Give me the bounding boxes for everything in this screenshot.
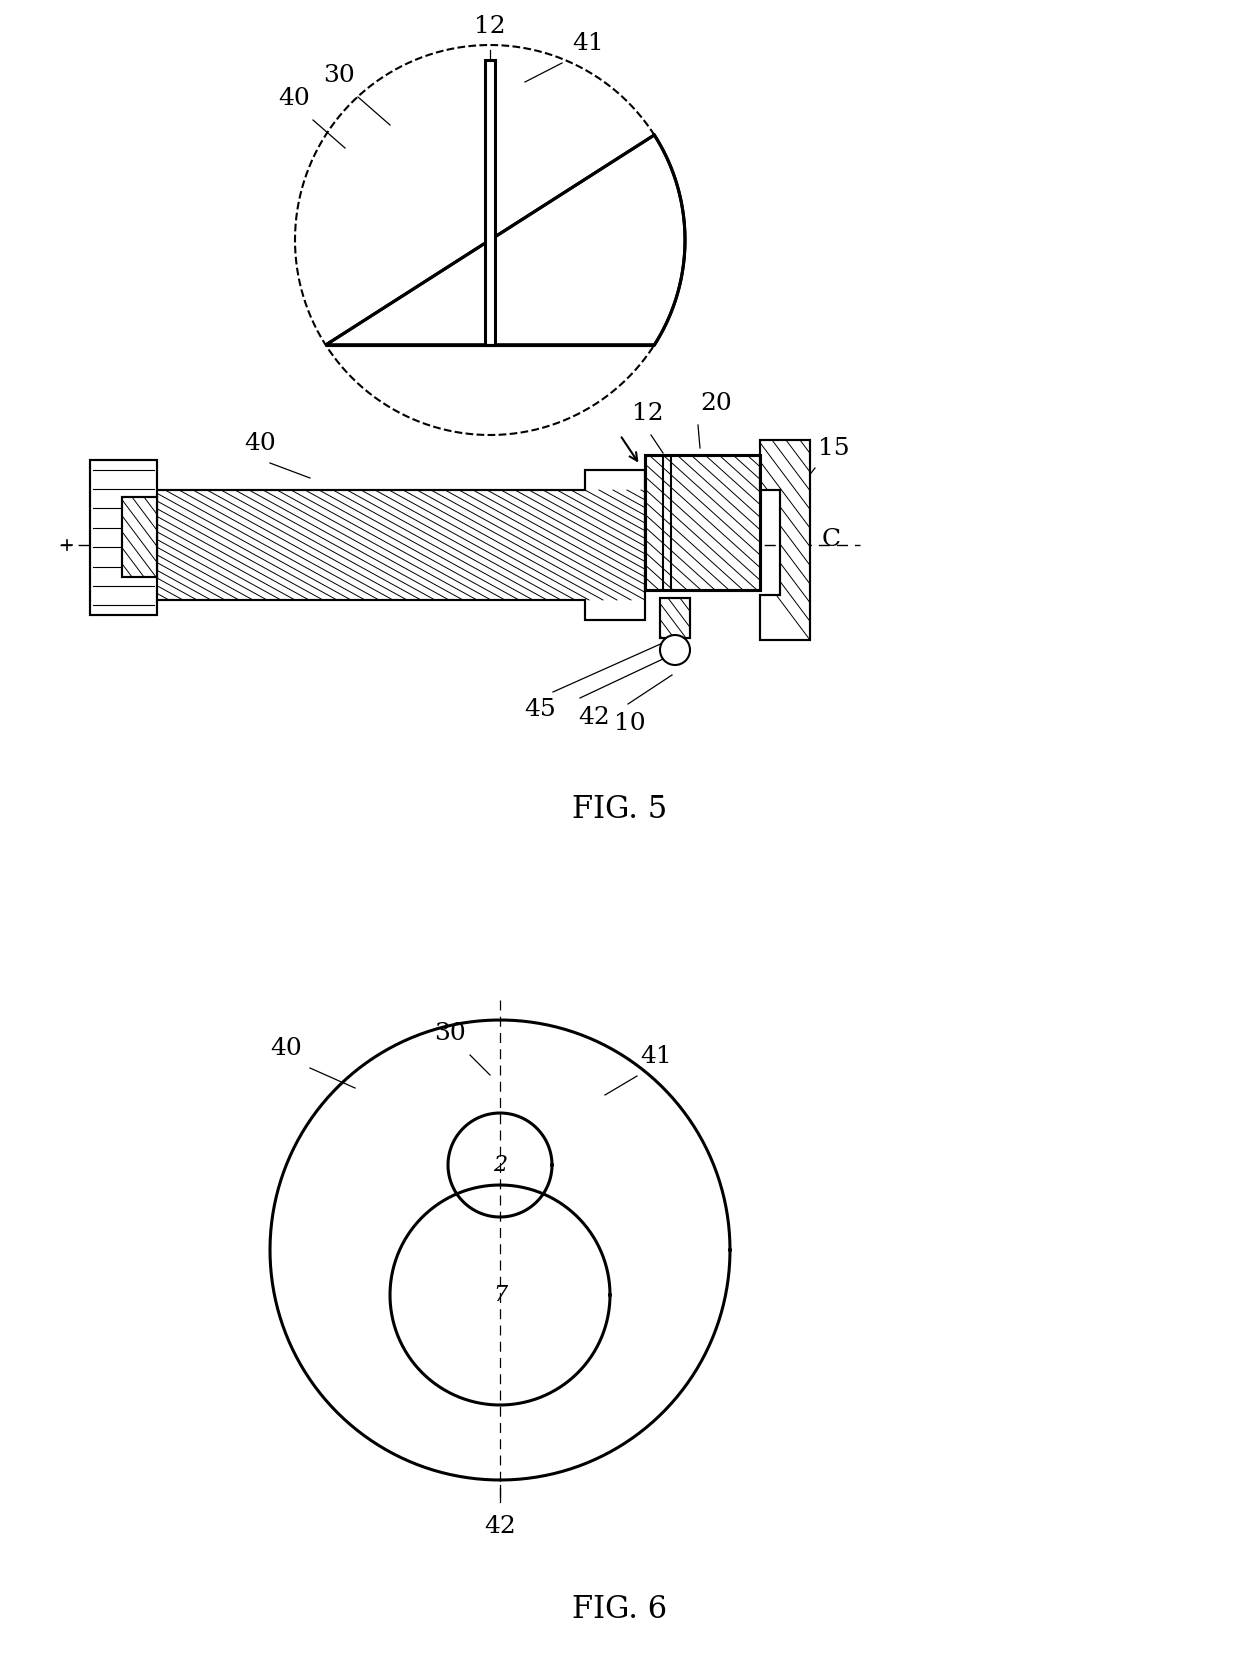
Text: 10: 10 <box>614 712 646 735</box>
Text: C: C <box>822 529 841 551</box>
Text: 10: 10 <box>650 204 682 227</box>
Text: 20: 20 <box>701 392 732 415</box>
Text: 40: 40 <box>278 86 310 109</box>
PathPatch shape <box>326 134 684 345</box>
Text: 12: 12 <box>474 15 506 38</box>
Text: 40: 40 <box>244 431 275 455</box>
PathPatch shape <box>155 469 645 620</box>
Text: 45: 45 <box>525 698 556 722</box>
Bar <box>122 498 157 577</box>
Text: FIG. 5: FIG. 5 <box>573 795 667 826</box>
Bar <box>122 498 157 577</box>
Circle shape <box>660 635 689 665</box>
PathPatch shape <box>91 460 157 615</box>
PathPatch shape <box>645 455 760 591</box>
Text: 30: 30 <box>434 1022 466 1045</box>
Bar <box>660 597 689 639</box>
Bar <box>485 60 495 345</box>
Text: 41: 41 <box>640 1045 672 1068</box>
Text: 7: 7 <box>494 1284 507 1306</box>
Text: 2: 2 <box>494 1155 507 1176</box>
Text: 12: 12 <box>632 401 663 425</box>
Text: 42: 42 <box>578 707 610 728</box>
Bar <box>660 597 689 639</box>
Text: FIG. 6: FIG. 6 <box>573 1594 667 1626</box>
Text: 42: 42 <box>484 1515 516 1538</box>
Text: 15: 15 <box>818 436 849 460</box>
Text: 30: 30 <box>324 65 355 86</box>
Text: 40: 40 <box>270 1037 303 1060</box>
Text: 41: 41 <box>572 32 604 55</box>
PathPatch shape <box>760 440 810 640</box>
